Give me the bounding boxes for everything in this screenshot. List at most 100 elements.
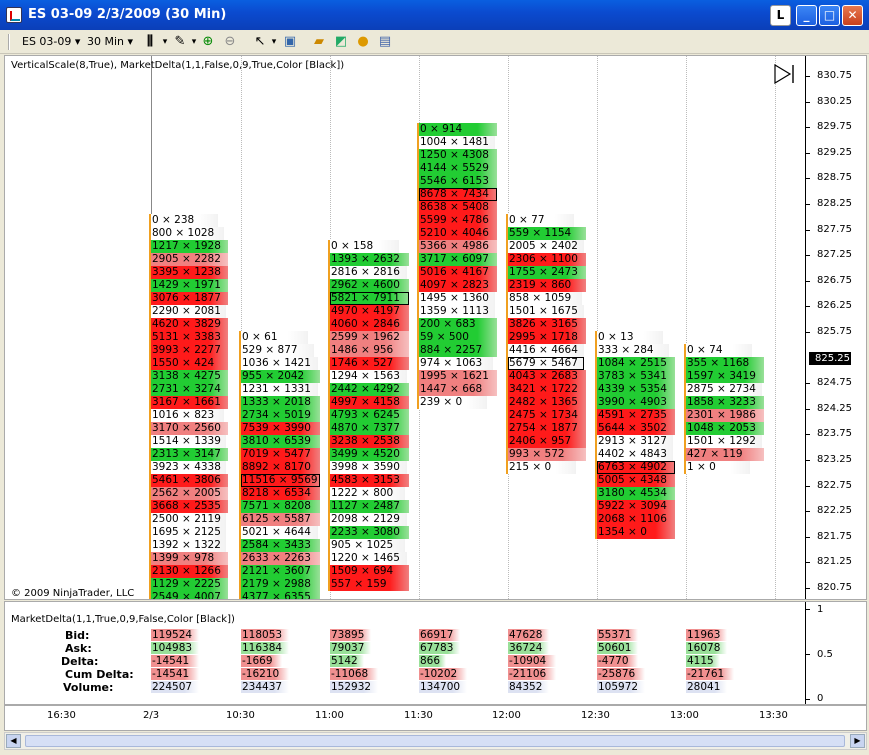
bar-range-line — [149, 214, 151, 599]
footprint-cell: 3076 × 1877 — [151, 292, 228, 305]
price-label: 821.75 — [817, 531, 852, 542]
market-delta-panel[interactable]: MarketDelta(1,1,True,0,9,False,Color [Bl… — [4, 601, 867, 705]
bid-label: Bid: — [65, 629, 90, 642]
price-label: 828.25 — [817, 198, 852, 209]
instrument-label: ES 03-09 — [22, 35, 72, 48]
coin-icon[interactable]: ● — [357, 34, 369, 49]
chevron-down-icon[interactable]: ▾ — [191, 37, 197, 47]
scale-label: 0.5 — [817, 649, 833, 660]
footprint-cell: 3180 × 4534 — [597, 487, 675, 500]
footprint-cell: 0 × 61 — [241, 331, 308, 344]
footprint-cell: 4970 × 4197 — [330, 305, 409, 318]
price-label: 824.25 — [817, 403, 852, 414]
footprint-cell: 4402 × 4843 — [597, 448, 673, 461]
axis-tick — [805, 102, 810, 103]
footprint-cell: 2500 × 2119 — [151, 513, 226, 526]
footprint-cell: 0 × 238 — [151, 214, 218, 227]
current-price-marker: 825.25 — [809, 352, 851, 365]
delta-value: 4115 — [686, 655, 720, 667]
footprint-cell: 3395 × 1238 — [151, 266, 228, 279]
chart-icon[interactable]: ◩ — [334, 34, 348, 49]
time-label: 10:30 — [226, 710, 255, 721]
pen-icon[interactable]: ✎ — [174, 34, 186, 49]
cursor-icon[interactable]: ↖ — [254, 34, 266, 49]
footprint-cell: 8218 × 6534 — [241, 487, 320, 500]
price-label: 822.75 — [817, 480, 852, 491]
footprint-cell: 5546 × 6153 — [419, 175, 497, 188]
footprint-cell: 239 × 0 — [419, 396, 487, 409]
bid-value: 47628 — [508, 629, 549, 641]
ask-value: 104983 — [151, 642, 199, 654]
indicator-label: VerticalScale(8,True), MarketDelta(1,1,F… — [11, 60, 345, 71]
interval-dropdown[interactable]: 30 Min ▾ — [87, 33, 133, 51]
footprint-cell: 4870 × 7377 — [330, 422, 409, 435]
chevron-down-icon[interactable]: ▾ — [162, 37, 168, 47]
footprint-cell: 1231 × 1331 — [241, 383, 318, 396]
scroll-left-button[interactable]: ◀ — [6, 734, 21, 748]
window-icon[interactable]: ▣ — [283, 34, 297, 49]
footprint-cell: 1695 × 2125 — [151, 526, 226, 539]
footprint-cell: 3170 × 2560 — [151, 422, 228, 435]
footprint-cell: 2005 × 2402 — [508, 240, 584, 253]
footprint-cell: 974 × 1063 — [419, 357, 493, 370]
footprint-cell: 7539 × 3990 — [241, 422, 320, 435]
delta-value: 5142 — [330, 655, 364, 667]
footprint-cell: 955 × 2042 — [241, 370, 320, 383]
footprint-cell: 355 × 1168 — [686, 357, 764, 370]
cum-delta-value: -10202 — [419, 668, 467, 680]
footprint-cell: 905 × 1025 — [330, 539, 405, 552]
footprint-cell: 0 × 158 — [330, 240, 399, 253]
footprint-cell: 0 × 74 — [686, 344, 752, 357]
footprint-cell: 4591 × 2735 — [597, 409, 675, 422]
footprint-cell: 59 × 500 — [419, 331, 497, 344]
horizontal-scrollbar[interactable]: ◀ ▶ — [4, 732, 867, 750]
maximize-button[interactable]: □ — [819, 5, 840, 26]
scroll-right-button[interactable]: ▶ — [850, 734, 865, 748]
chevron-down-icon[interactable]: ▾ — [271, 37, 277, 47]
axis-tick — [805, 434, 810, 435]
minimize-button[interactable]: _ — [796, 5, 817, 26]
footprint-cell: 3923 × 4338 — [151, 461, 226, 474]
price-label: 829.25 — [817, 147, 852, 158]
axis-tick — [805, 281, 810, 282]
volume-value: 234437 — [241, 681, 289, 693]
cum-delta-label: Cum Delta: — [65, 668, 134, 681]
footprint-cell: 1222 × 800 — [330, 487, 405, 500]
footprint-cell: 1501 × 1292 — [686, 435, 762, 448]
footprint-cell: 1429 × 1971 — [151, 279, 228, 292]
footprint-cell: 2962 × 4600 — [330, 279, 409, 292]
footprint-cell: 1016 × 823 — [151, 409, 224, 422]
price-chart[interactable]: VerticalScale(8,True), MarketDelta(1,1,F… — [4, 55, 867, 600]
scroll-thumb[interactable] — [25, 735, 845, 747]
zoom-out-icon[interactable]: ⊖ — [224, 34, 236, 49]
footprint-cell: 1399 × 978 — [151, 552, 228, 565]
footprint-cell: 1084 × 2515 — [597, 357, 675, 370]
footprint-cell: 3668 × 2535 — [151, 500, 228, 513]
delta-value: 866 — [419, 655, 446, 667]
footprint-cell: 2599 × 1962 — [330, 331, 409, 344]
footprint-cell: 2290 × 2081 — [151, 305, 226, 318]
axis-tick — [805, 562, 810, 563]
footprint-cell: 427 × 119 — [686, 448, 764, 461]
axis-tick — [805, 230, 810, 231]
link-button[interactable]: L — [770, 5, 791, 26]
data-box-icon[interactable]: ▤ — [378, 34, 392, 49]
price-label: 825.75 — [817, 326, 852, 337]
gridline — [775, 56, 776, 599]
footprint-cell: 2068 × 1106 — [597, 513, 675, 526]
footprint-cell: 1995 × 1621 — [419, 370, 497, 383]
zoom-in-icon[interactable]: ⊕ — [202, 34, 214, 49]
axis-tick — [805, 588, 810, 589]
market-delta-label: MarketDelta(1,1,True,0,9,False,Color [Bl… — [11, 614, 235, 625]
instrument-dropdown[interactable]: ES 03-09 ▾ — [22, 33, 80, 51]
folder-icon[interactable]: ▰ — [314, 34, 324, 49]
footprint-cell: 5679 × 5467 — [508, 357, 584, 370]
play-end-icon[interactable] — [773, 63, 797, 85]
bar-type-icon[interactable]: ⫼ — [147, 34, 153, 49]
axis-tick — [805, 383, 810, 384]
footprint-cell: 3238 × 2538 — [330, 435, 409, 448]
delta-value: -14541 — [151, 655, 199, 667]
indicator-axis — [805, 602, 806, 704]
close-button[interactable]: ✕ — [842, 5, 863, 26]
app-icon — [6, 7, 22, 23]
